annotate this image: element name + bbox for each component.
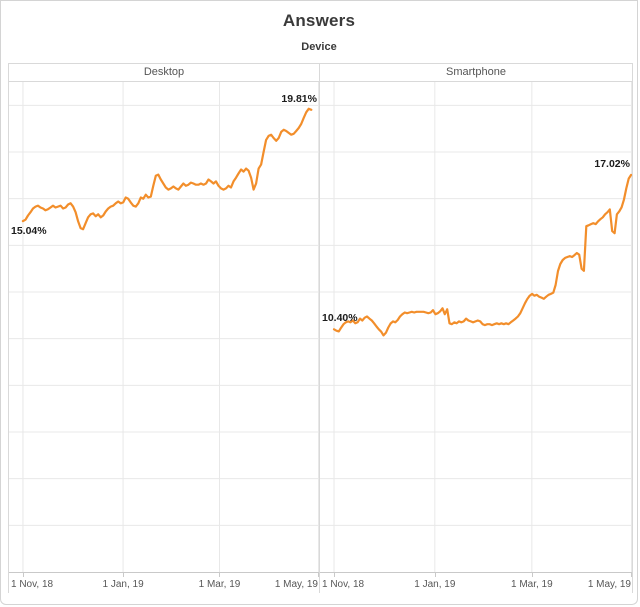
chart-area: Desktop 15.04% 19.81% 1 Nov, 18 1 Jan, 19…	[8, 63, 633, 593]
line-chart-smartphone	[320, 82, 632, 572]
x-axis-tick	[531, 573, 533, 577]
x-axis-desktop: 1 Nov, 18 1 Jan, 19 1 Mar, 19 1 May, 19	[9, 573, 319, 593]
x-axis-tick	[631, 573, 632, 577]
plot-smartphone: 10.40% 17.02%	[320, 82, 632, 573]
panel-desktop: Desktop 15.04% 19.81% 1 Nov, 18 1 Jan, 19…	[9, 63, 320, 593]
start-value-label-desktop: 15.04%	[11, 225, 47, 238]
panel-smartphone: Smartphone 10.40% 17.02% 1 Nov, 18 1 Jan,…	[320, 63, 632, 593]
start-value-label-smartphone: 10.40%	[322, 312, 358, 325]
x-axis-tick-label: 1 Mar, 19	[198, 579, 241, 590]
x-axis-tick-label: 1 Nov, 18	[322, 579, 365, 590]
x-axis-tick	[123, 573, 125, 577]
line-chart-desktop	[9, 82, 319, 572]
x-axis-tick-label: 1 Nov, 18	[11, 579, 54, 590]
facet-header-desktop: Desktop	[9, 63, 319, 82]
x-axis-tick	[434, 573, 436, 577]
end-value-label-desktop: 19.81%	[281, 92, 317, 105]
plot-desktop: 15.04% 19.81%	[9, 82, 319, 573]
x-axis-tick	[318, 573, 319, 577]
facet-header-smartphone: Smartphone	[320, 63, 632, 82]
x-axis-tick	[22, 573, 24, 577]
chart-title: Answers	[282, 11, 356, 30]
x-axis-tick-label: 1 Jan, 19	[102, 579, 144, 590]
x-axis-tick	[334, 573, 336, 577]
x-axis-smartphone: 1 Nov, 18 1 Jan, 19 1 Mar, 19 1 May, 19	[320, 573, 632, 593]
x-axis-tick-label: 1 Jan, 19	[414, 579, 456, 590]
x-axis-tick-label: 1 May, 19	[274, 579, 318, 590]
x-axis-tick-label: 1 May, 19	[587, 579, 631, 590]
x-axis-tick	[219, 573, 221, 577]
x-axis-tick-label: 1 Mar, 19	[510, 579, 553, 590]
facet-field-label: Device	[301, 41, 337, 53]
end-value-label-smartphone: 17.02%	[594, 157, 630, 170]
